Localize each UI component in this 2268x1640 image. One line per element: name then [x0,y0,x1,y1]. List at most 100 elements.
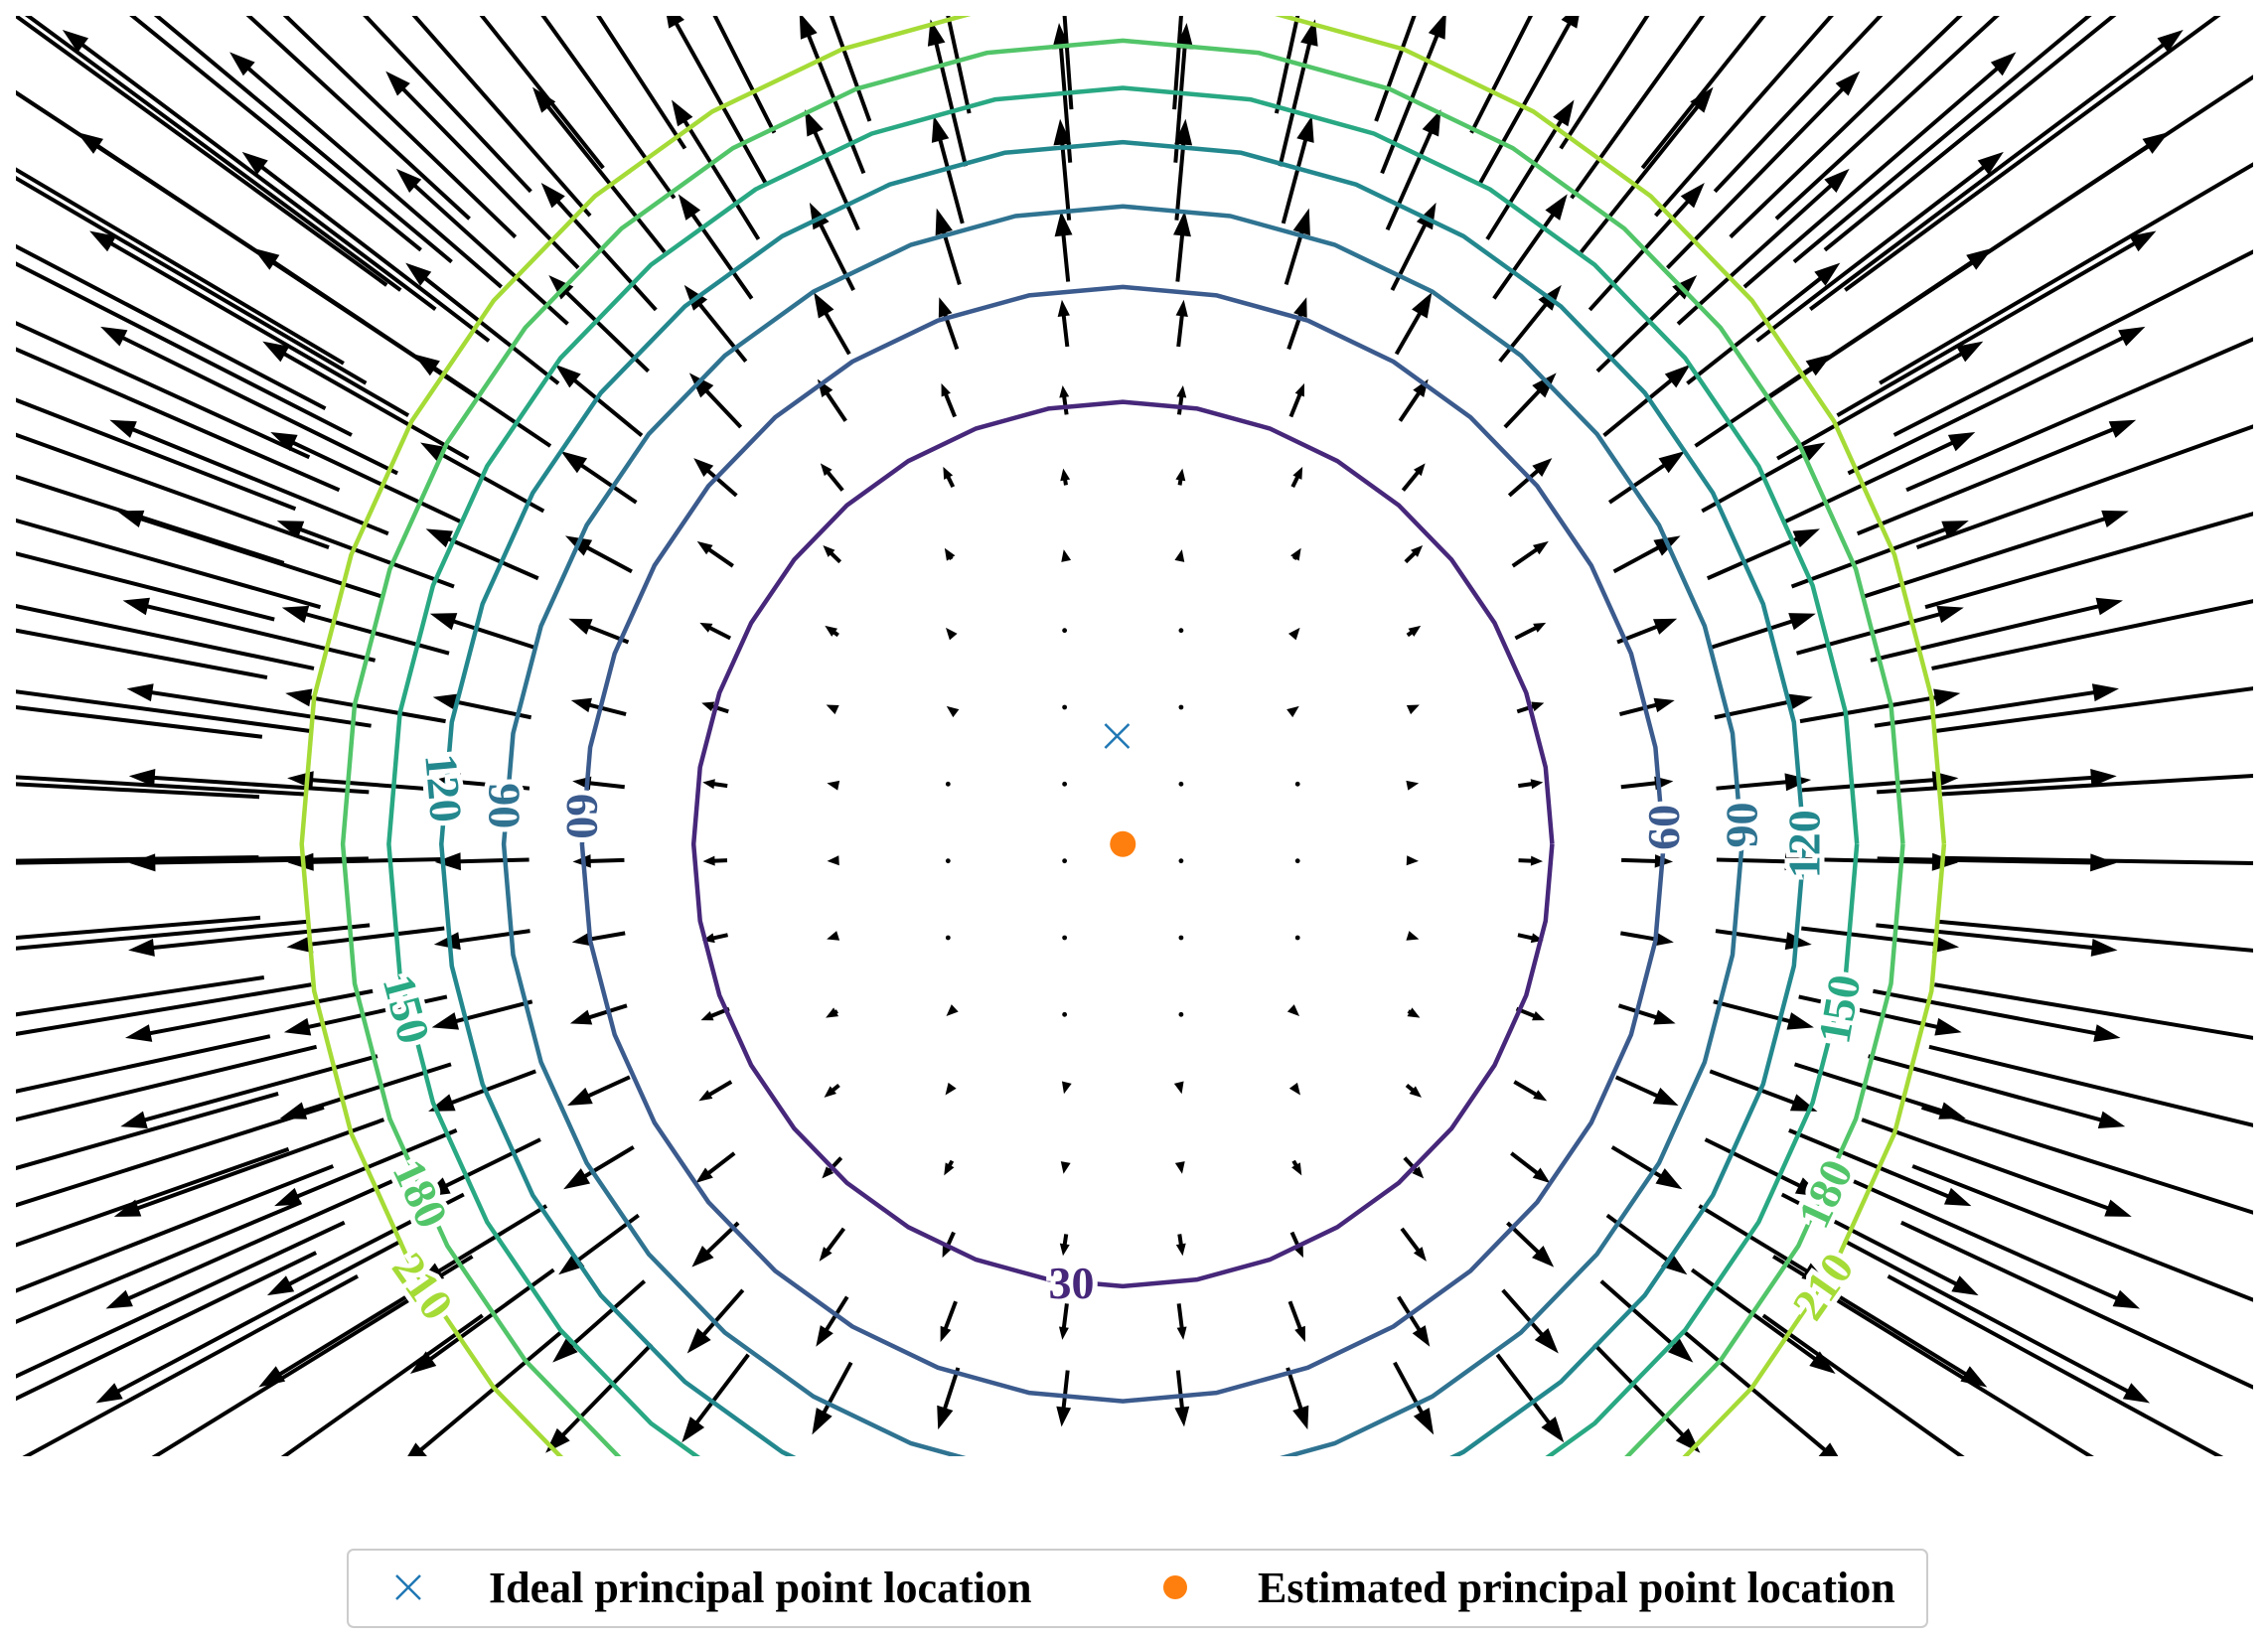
vector-arrow [245,16,471,221]
vector-arrow [945,781,951,787]
vector-arrow [1716,852,1811,871]
contour-label-60: 60 [557,794,608,839]
vector-arrow [1588,183,1705,312]
vector-arrow [1788,1128,1972,1207]
vector-arrow [1864,510,2129,599]
vector-arrow [16,1092,279,1171]
vector-arrow [799,16,866,175]
ideal-principal-point-marker [1104,723,1131,749]
vector-arrow [678,194,754,300]
vector-arrow [1060,1161,1071,1174]
vector-arrow [16,1034,271,1094]
vector-arrow [122,597,377,663]
vector-arrow [16,604,315,671]
vector-arrow [1485,99,1575,240]
vector-arrow [431,999,533,1030]
vector-arrow [425,528,539,581]
vector-arrow [128,769,370,795]
contour-label-90: 90 [1717,802,1767,847]
vector-arrow [826,704,839,715]
vector-arrow [16,321,311,460]
vector-arrow [1407,1007,1421,1018]
vector-arrow [1870,597,2123,663]
vector-arrow [1178,704,1184,710]
vector-arrow [944,1159,955,1176]
vector-arrow [1711,613,1816,650]
vector-arrow [1172,16,1183,110]
vector-arrow [413,354,552,448]
vector-arrow [1518,779,1544,790]
vector-arrow [16,474,285,565]
vector-arrow [1742,52,2017,289]
vector-arrow [1713,999,1814,1030]
vector-arrow [1924,512,2253,610]
vector-arrow [16,347,341,493]
vector-arrow [126,683,372,728]
vector-arrow [1060,468,1071,486]
vector-arrow [1406,780,1420,791]
vector-arrow [1856,419,2137,536]
vector-arrow [540,16,677,200]
vector-arrow [1174,118,1193,221]
vector-arrow [1874,683,2119,728]
vector-arrow [282,16,518,239]
vector-arrow [1294,935,1300,941]
vector-arrow [16,689,310,733]
vector-arrow [1062,781,1068,787]
vector-arrow [1477,16,1580,186]
vector-arrow [1059,384,1070,415]
vector-arrow [1877,769,2117,795]
contour-line-120 [439,139,1807,1456]
vector-arrow [16,1146,290,1248]
vector-arrow [1911,1164,2253,1302]
vector-arrow [363,16,532,194]
vector-arrow [812,1361,853,1435]
vector-arrow [667,16,768,186]
vector-arrow [153,16,453,264]
vector-arrow [944,547,956,561]
vector-arrow [116,510,381,599]
vector-arrow [1580,86,1714,253]
vector-arrow [1799,688,1961,724]
vector-arrow [407,1329,564,1456]
vector-arrow [1274,16,1300,114]
vector-arrow [1281,115,1314,224]
vector-arrow [1798,994,1962,1036]
vector-arrow [531,86,667,253]
vector-arrow [1062,858,1068,864]
vector-arrow [699,622,732,641]
vector-arrow [1174,1370,1190,1427]
vector-arrow [22,1274,359,1456]
vector-arrow [1174,549,1185,562]
vector-arrow [1619,931,1674,947]
vector-arrow [937,1367,961,1430]
vector-arrow [563,1145,635,1190]
contour-label-150: 150 [1808,970,1870,1047]
vector-arrow [62,29,437,311]
vector-arrow [1287,1300,1305,1343]
contour-label-180: 180 [383,1152,458,1236]
contour-label-60: 60 [1638,805,1689,850]
vector-arrow [552,1279,647,1363]
contour-line-150 [386,85,1860,1456]
vector-arrow [16,432,330,550]
contour-label-120: 120 [1779,810,1830,878]
vector-arrow [1062,1011,1068,1017]
vector-arrow [943,466,956,489]
vector-arrow [1178,935,1184,941]
vector-arrow [1617,1003,1676,1025]
vector-arrow [560,451,638,505]
vector-arrow [433,929,530,951]
vector-arrow [1178,781,1184,787]
vector-arrow [1286,705,1299,718]
vector-arrow [1406,931,1420,941]
vector-arrow [1178,628,1184,634]
vector-arrow [1847,326,2146,476]
vector-arrow [1288,1082,1300,1096]
vector-arrow [1780,1192,1979,1296]
vector-arrow [1286,297,1307,351]
vector-arrow [1836,230,2157,417]
vector-arrow [826,1007,839,1018]
